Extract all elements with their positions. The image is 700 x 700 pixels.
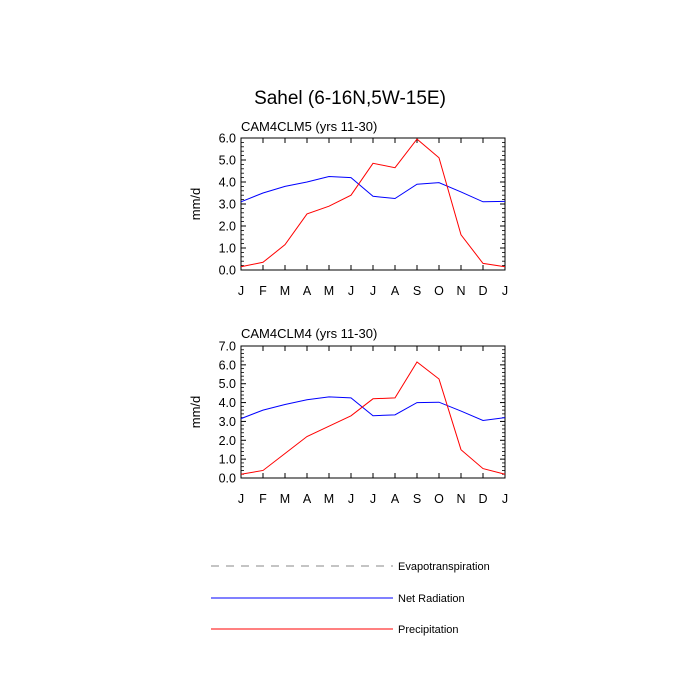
x-tick-label: J bbox=[370, 492, 376, 506]
x-tick-label: J bbox=[370, 284, 376, 298]
x-tick-label: S bbox=[413, 284, 421, 298]
x-tick-label: N bbox=[456, 492, 465, 506]
figure-title: Sahel (6-16N,5W-15E) bbox=[254, 88, 446, 109]
y-tick-label: 5.0 bbox=[219, 154, 236, 168]
x-tick-label: O bbox=[434, 492, 444, 506]
y-tick-label: 2.0 bbox=[219, 434, 236, 448]
x-tick-label: J bbox=[502, 284, 508, 298]
series-line-net-radiation bbox=[240, 396, 506, 422]
y-tick-label: 2.0 bbox=[219, 220, 236, 234]
y-tick-label: 5.0 bbox=[219, 377, 236, 391]
x-tick-label: A bbox=[303, 284, 312, 298]
legend-label-net-radiation: Net Radiation bbox=[398, 593, 465, 605]
y-tick-label: 3.0 bbox=[219, 198, 236, 212]
panel-cam4clm4: CAM4CLM4 (yrs 11-30) mm/d 0.0 1.0 2.0 3.0 4.… bbox=[188, 326, 508, 506]
x-tick-label: A bbox=[391, 492, 400, 506]
legend-label-evapotranspiration: Evapotranspiration bbox=[398, 561, 490, 573]
legend: Evapotranspiration Net Radiation Precipi… bbox=[211, 561, 490, 636]
x-tick-label: J bbox=[238, 492, 244, 506]
panel-cam4clm5: CAM4CLM5 (yrs 11-30) mm/d 0.0 1.0 2.0 3.0 4.… bbox=[188, 119, 508, 298]
y-tick-label: 6.0 bbox=[219, 132, 236, 146]
x-tick-label: M bbox=[324, 492, 334, 506]
x-tick-label: F bbox=[259, 492, 267, 506]
y-tick-label: 0.0 bbox=[219, 264, 236, 278]
x-tick-label: D bbox=[478, 492, 487, 506]
x-tick-label: A bbox=[303, 492, 312, 506]
y-tick-label: 6.0 bbox=[219, 358, 236, 372]
y-tick-label: 1.0 bbox=[219, 242, 236, 256]
legend-label-precipitation: Precipitation bbox=[398, 624, 459, 636]
x-tick-label: J bbox=[502, 492, 508, 506]
x-tick-label: J bbox=[348, 284, 354, 298]
y-tick-label: 0.0 bbox=[219, 472, 236, 486]
y-tick-label: 4.0 bbox=[219, 176, 236, 190]
plot-frame bbox=[240, 345, 506, 479]
y-tick-label: 3.0 bbox=[219, 415, 236, 429]
x-tick-label: A bbox=[391, 284, 400, 298]
plot-frame bbox=[240, 137, 506, 271]
series-line-precipitation bbox=[240, 361, 506, 475]
series-line-net-radiation bbox=[240, 175, 506, 203]
x-tick-label: D bbox=[478, 284, 487, 298]
x-tick-label: J bbox=[238, 284, 244, 298]
y-tick-label: 4.0 bbox=[219, 396, 236, 410]
panel-subtitle: CAM4CLM5 (yrs 11-30) bbox=[241, 119, 377, 134]
y-axis-label: mm/d bbox=[188, 396, 203, 429]
x-tick-label: O bbox=[434, 284, 444, 298]
x-tick-label: S bbox=[413, 492, 421, 506]
x-tick-label: M bbox=[280, 284, 290, 298]
y-axis-label: mm/d bbox=[188, 188, 203, 221]
x-tick-label: J bbox=[348, 492, 354, 506]
y-tick-label: 1.0 bbox=[219, 453, 236, 467]
x-tick-label: M bbox=[324, 284, 334, 298]
x-tick-label: F bbox=[259, 284, 267, 298]
series-line-precipitation bbox=[240, 138, 506, 268]
x-tick-label: N bbox=[456, 284, 465, 298]
y-tick-label: 7.0 bbox=[219, 340, 236, 354]
x-tick-label: M bbox=[280, 492, 290, 506]
panel-subtitle: CAM4CLM4 (yrs 11-30) bbox=[241, 326, 377, 341]
